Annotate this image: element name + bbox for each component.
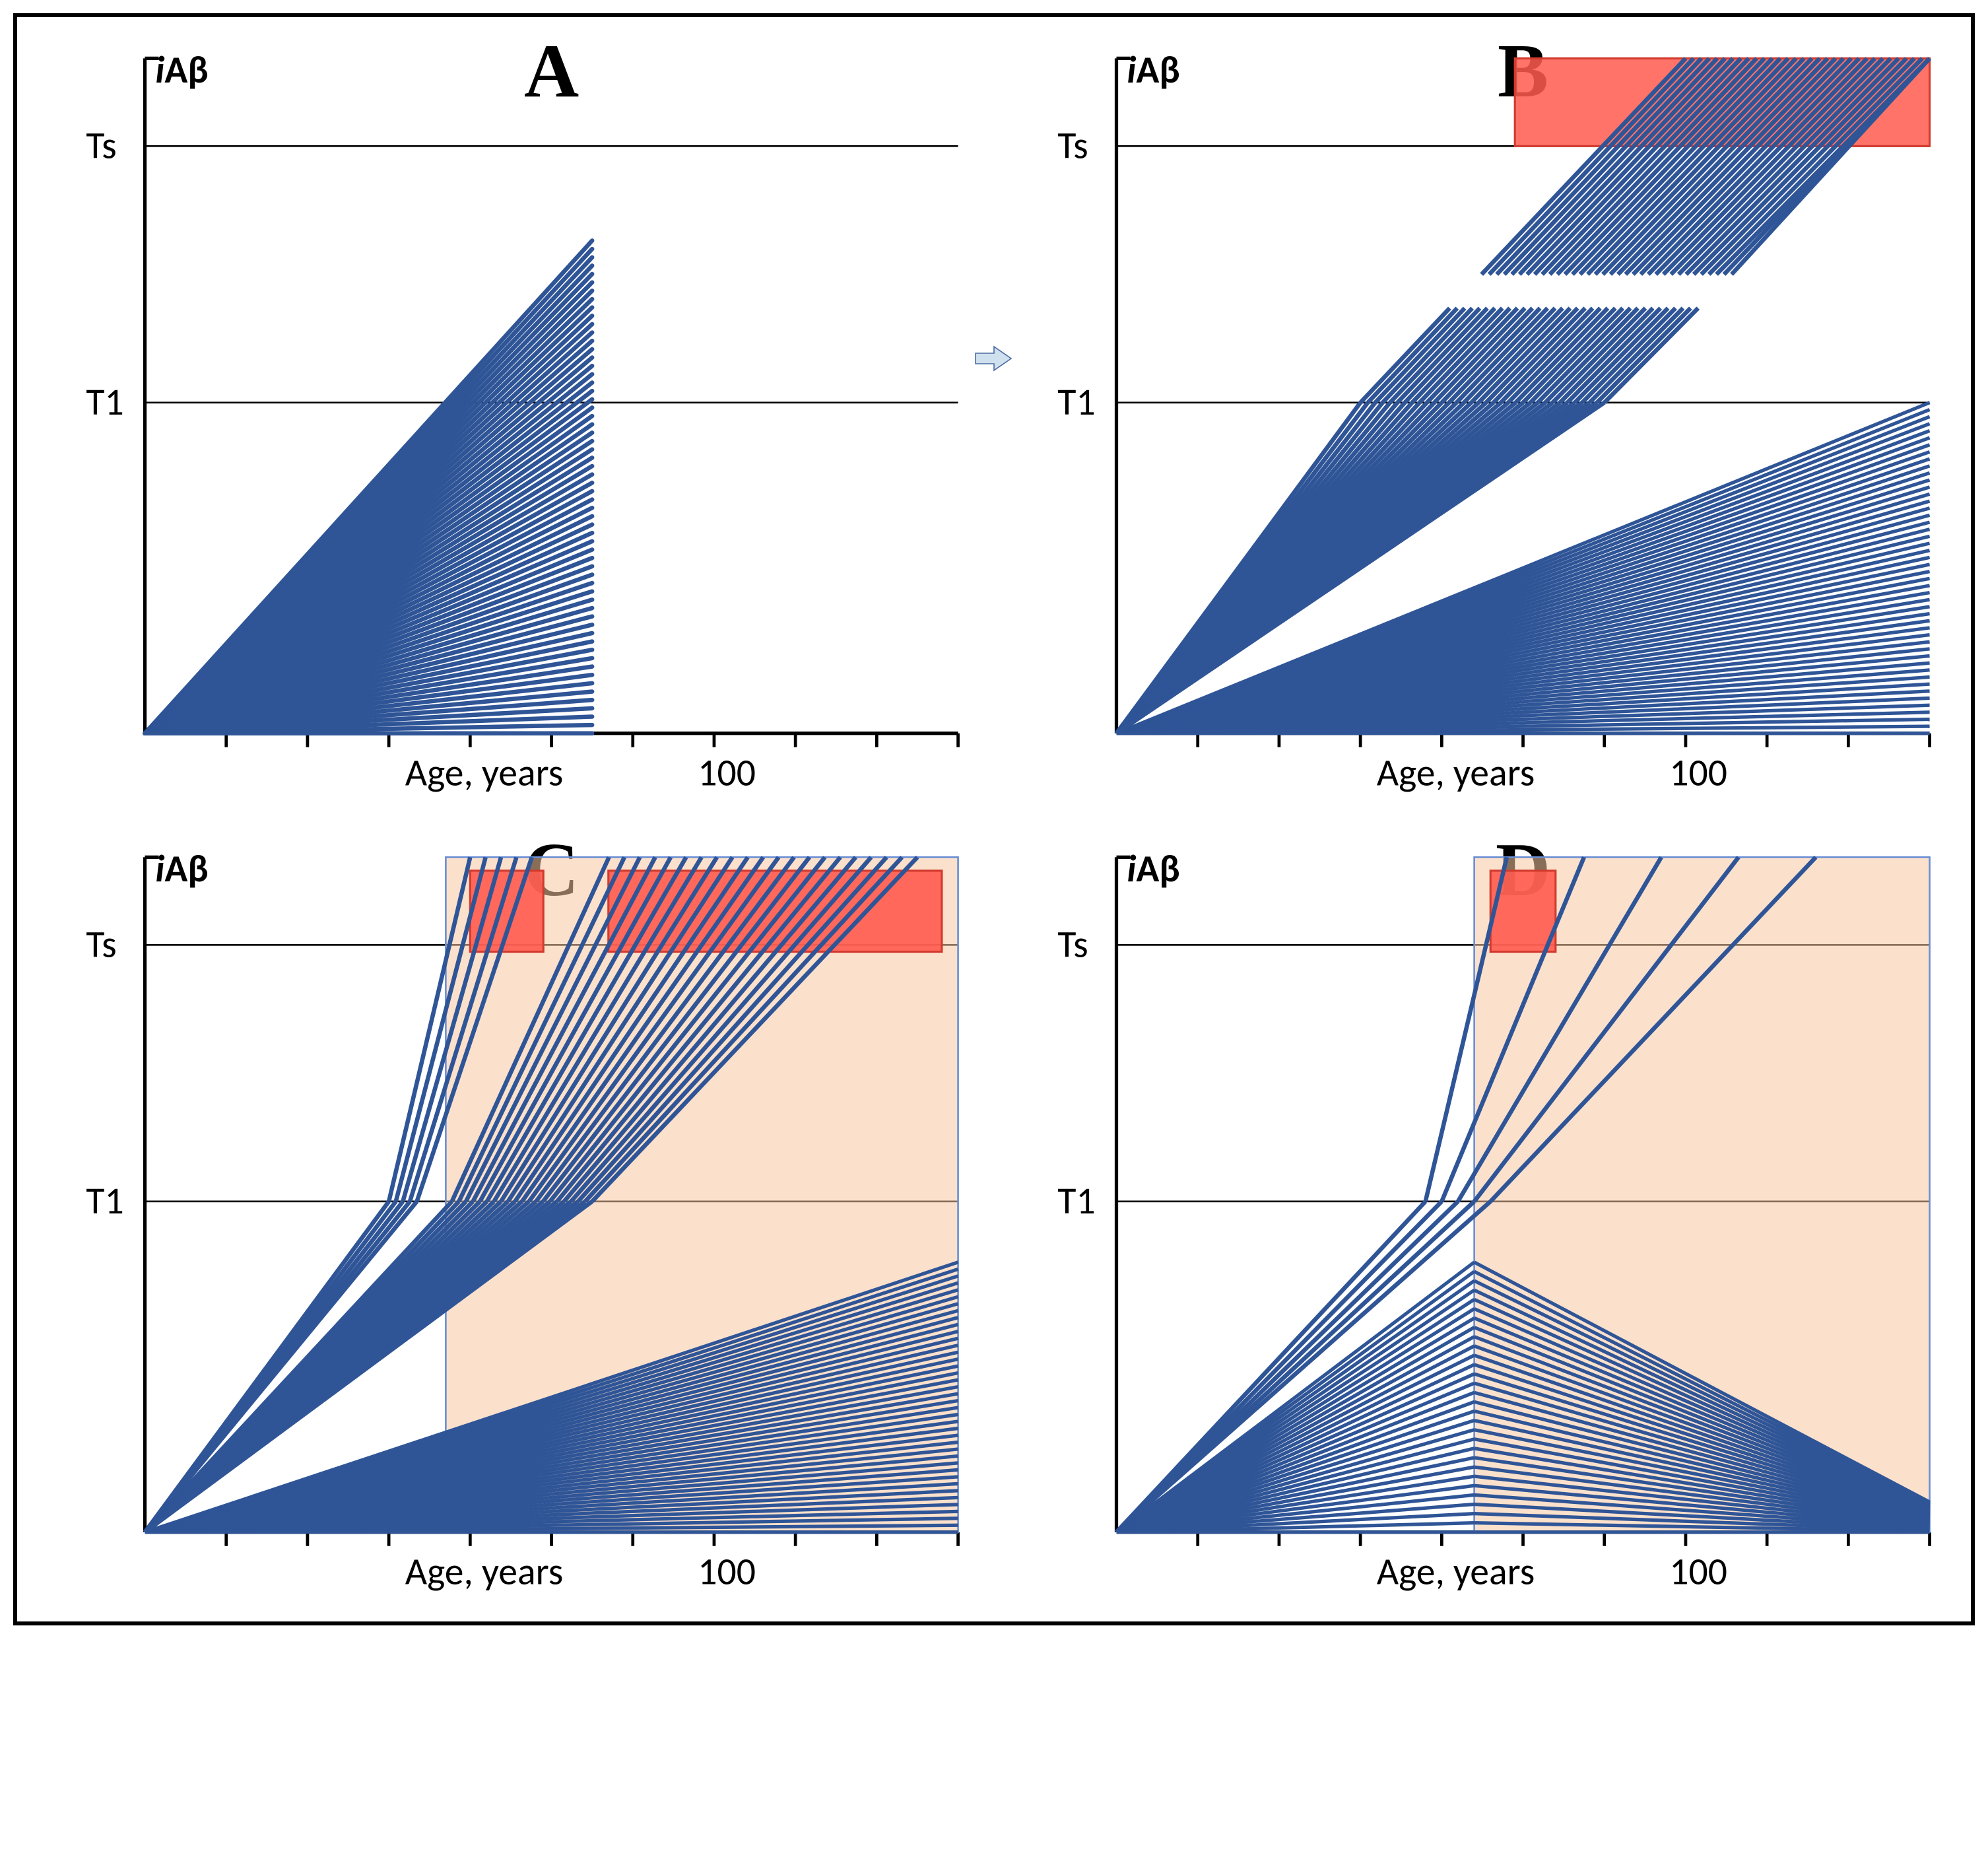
svg-text:Ts: Ts <box>1057 123 1088 169</box>
svg-text:Age, years: Age, years <box>1377 1548 1535 1594</box>
svg-text:A: A <box>524 28 579 113</box>
svg-text:T1: T1 <box>1057 1178 1095 1224</box>
panel-C: CiAβAge, years100TsT1 <box>24 823 993 1619</box>
svg-text:iAβ: iAβ <box>1127 846 1180 892</box>
panel-A: AiAβ Age, years 100 Ts T1 <box>24 24 993 820</box>
svg-text:iAβ: iAβ <box>155 846 209 892</box>
svg-text:T1: T1 <box>86 1178 123 1224</box>
arrow-icon <box>974 345 1014 372</box>
svg-text:Age, years: Age, years <box>405 1548 563 1594</box>
svg-text:Age, years: Age, years <box>405 749 563 796</box>
panel-B: BiAβAge, years100TsT1 <box>995 24 1964 820</box>
figure-frame: AiAβAge, years100TsT1 BiAβAge, years100T… <box>13 13 1975 1625</box>
svg-text:100: 100 <box>1669 1548 1727 1594</box>
svg-text:T1: T1 <box>86 379 123 425</box>
svg-text:100: 100 <box>1669 749 1727 796</box>
svg-text:100: 100 <box>698 1548 756 1594</box>
svg-text:Age, years: Age, years <box>1377 749 1535 796</box>
panel-B-svg: BiAβAge, years100TsT1 <box>995 24 1964 820</box>
panel-C-svg: CiAβAge, years100TsT1 <box>24 823 993 1619</box>
svg-text:Ts: Ts <box>86 123 116 169</box>
svg-text:Ts: Ts <box>86 922 116 968</box>
panel-D: DiAβAge, years100TsT1 <box>995 823 1964 1619</box>
svg-text:Ts: Ts <box>1057 922 1088 968</box>
panel-grid: AiAβAge, years100TsT1 BiAβAge, years100T… <box>24 24 1964 1619</box>
panel-D-svg: DiAβAge, years100TsT1 <box>995 823 1964 1619</box>
svg-text:T1: T1 <box>1057 379 1095 425</box>
arrow-A-to-B <box>974 345 1014 372</box>
panel-A-svg: AiAβ Age, years 100 Ts T1 <box>24 24 993 820</box>
svg-text:iAβ: iAβ <box>155 47 209 93</box>
svg-text:100: 100 <box>698 749 756 796</box>
svg-text:iAβ: iAβ <box>1127 47 1180 93</box>
